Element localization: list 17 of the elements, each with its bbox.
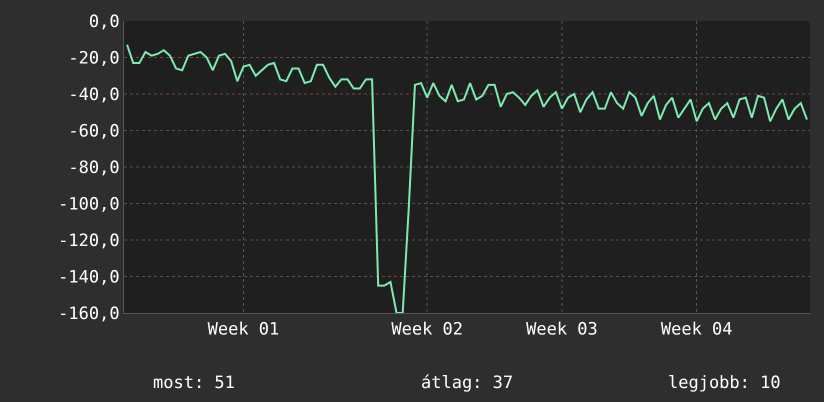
x-tick-label: Week 01: [208, 319, 280, 340]
y-tick-label: 0,0: [88, 12, 120, 32]
y-tick-label: -80,0: [68, 158, 120, 178]
y-tick-label: -160,0: [58, 304, 120, 324]
y-tick-label: -100,0: [58, 194, 120, 214]
y-tick-label: -40,0: [68, 84, 120, 105]
text: most: 51: [153, 373, 235, 393]
y-tick-label: -20,0: [68, 48, 120, 68]
text: legjobb: 10: [668, 373, 781, 393]
text: átlag: 37: [421, 373, 514, 393]
x-tick-label: Week 02: [391, 319, 464, 340]
line-series: [126, 44, 808, 313]
y-tick-label: -120,0: [58, 230, 120, 251]
x-tick-label: Week 04: [660, 319, 733, 340]
x-tick-label: Week 03: [526, 319, 598, 340]
y-tick-label: -140,0: [58, 267, 120, 288]
y-tick-label: -60,0: [68, 121, 120, 142]
